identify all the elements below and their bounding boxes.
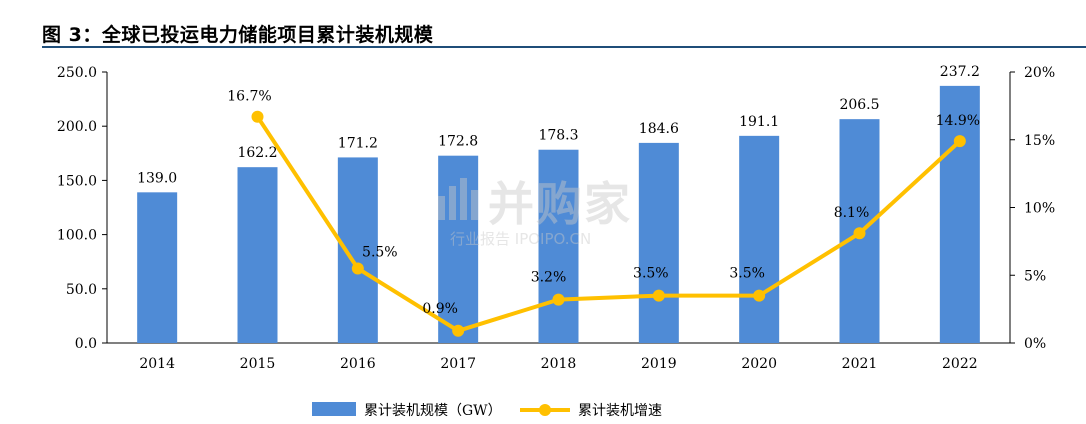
x-tick-label: 2014 <box>139 356 175 372</box>
bar-value-label: 172.8 <box>438 134 478 150</box>
y-right-tick-label: 5% <box>1024 268 1046 284</box>
legend-bar-label: 累计装机规模（GW） <box>364 403 502 419</box>
bar <box>739 135 780 343</box>
chart-title: 图 3：全球已投运电力储能项目累计装机规模 <box>42 24 434 46</box>
y-right-tick-label: 15% <box>1024 133 1055 149</box>
x-tick-label: 2022 <box>942 356 978 372</box>
growth-point <box>251 110 264 123</box>
growth-point <box>753 289 766 302</box>
y-left-tick-label: 50.0 <box>66 282 97 298</box>
bar <box>939 85 980 344</box>
growth-value-label: 16.7% <box>227 89 271 105</box>
y-right-tick-label: 20% <box>1024 65 1055 81</box>
growth-value-label: 0.9% <box>422 301 458 317</box>
bar-value-label: 184.6 <box>639 121 679 137</box>
y-right-tick-label: 10% <box>1024 201 1055 217</box>
growth-point <box>953 135 966 148</box>
legend-bar-swatch <box>312 402 356 416</box>
legend-line-marker <box>539 404 551 416</box>
bar-value-label: 191.1 <box>739 114 779 130</box>
growth-point <box>351 262 364 275</box>
x-tick-label: 2018 <box>541 356 577 372</box>
y-left-tick-label: 200.0 <box>57 119 97 135</box>
x-tick-label: 2016 <box>340 356 376 372</box>
bar-value-label: 162.2 <box>237 145 277 161</box>
growth-value-label: 8.1% <box>834 205 870 221</box>
y-right-tick-label: 0% <box>1024 336 1046 352</box>
growth-value-label: 3.5% <box>633 266 669 282</box>
growth-line <box>255 115 962 333</box>
bar-value-label: 206.5 <box>839 97 879 113</box>
y-left-tick-label: 250.0 <box>57 65 97 81</box>
growth-point <box>552 293 565 306</box>
bar-value-label: 171.2 <box>338 135 378 151</box>
bar <box>438 155 479 343</box>
growth-value-label: 14.9% <box>936 113 980 129</box>
x-tick-label: 2017 <box>440 356 476 372</box>
y-left-tick-label: 100.0 <box>57 228 97 244</box>
growth-value-label: 3.2% <box>531 270 567 286</box>
bar <box>237 167 278 343</box>
x-tick-label: 2019 <box>641 356 677 372</box>
y-left-tick-label: 0.0 <box>75 336 97 352</box>
title-underline <box>42 46 1086 48</box>
growth-value-label: 3.5% <box>729 266 765 282</box>
bar <box>538 149 579 343</box>
legend-line-label: 累计装机增速 <box>578 403 662 419</box>
x-tick-label: 2020 <box>741 356 777 372</box>
bar-value-label: 139.0 <box>137 170 177 186</box>
bar-value-label: 237.2 <box>940 64 980 80</box>
x-tick-label: 2015 <box>240 356 276 372</box>
growth-point <box>652 289 665 302</box>
x-tick-label: 2021 <box>842 356 878 372</box>
growth-point <box>452 324 465 337</box>
bar <box>137 192 178 343</box>
bar-value-label: 178.3 <box>538 128 578 144</box>
bar <box>638 142 679 343</box>
growth-value-label: 5.5% <box>362 244 398 260</box>
y-left-tick-label: 150.0 <box>57 173 97 189</box>
growth-point <box>853 227 866 240</box>
